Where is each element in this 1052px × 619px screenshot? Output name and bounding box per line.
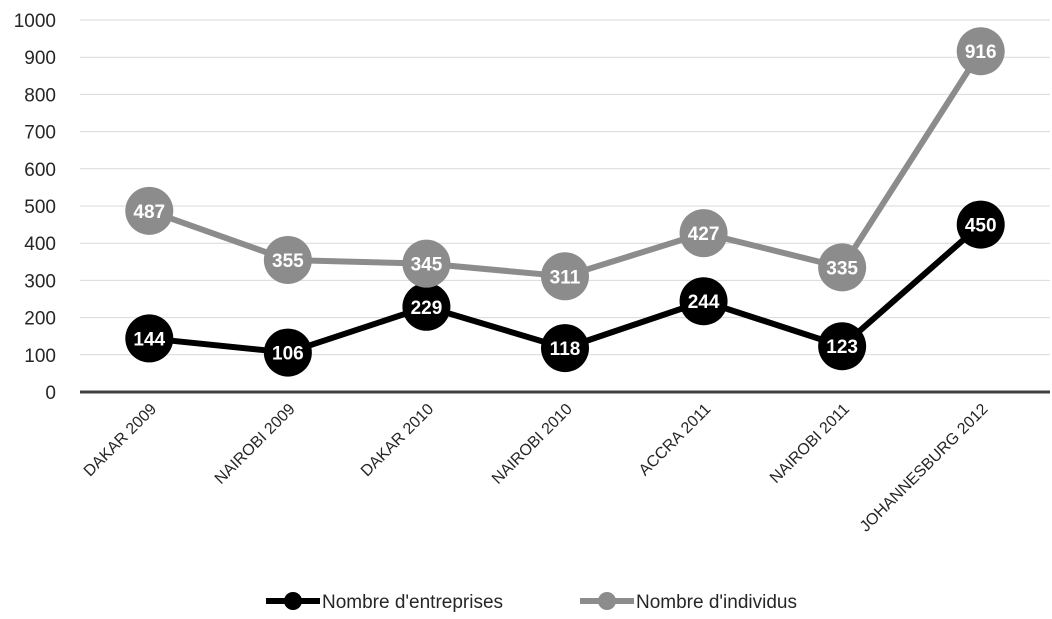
y-tick-label: 200: [24, 309, 56, 330]
data-point: [818, 243, 867, 292]
y-tick-label: 800: [24, 85, 56, 106]
data-label: 450: [965, 216, 997, 237]
y-tick-label: 500: [24, 197, 56, 218]
y-axis-tick-labels: 0 100 200 300 400 500 600 700 800 900 1000: [14, 11, 56, 404]
data-label: 335: [826, 258, 858, 279]
data-point: [818, 322, 867, 371]
data-point: [956, 200, 1005, 249]
x-tick-label: JOHANNESBURG 2012: [857, 401, 992, 536]
data-label: 311: [550, 267, 581, 288]
y-tick-label: 900: [24, 48, 56, 69]
data-point: [125, 314, 174, 363]
data-point: [541, 324, 589, 373]
data-point: [956, 27, 1005, 76]
data-point: [541, 252, 589, 301]
series-group: 144 106 229 118 244 123 450 487 355 345 311 427 335 9…: [125, 27, 1005, 377]
data-point: [402, 239, 451, 288]
data-label: 345: [411, 255, 443, 276]
x-tick-label: NAIROBI 2011: [767, 401, 853, 487]
x-axis-tick-labels: DAKAR 2009 NAIROBI 2009 DAKAR 2010 NAIROBI …: [81, 401, 992, 536]
x-tick-label: ACCRA 2011: [636, 401, 715, 480]
legend-label: Nombre d'individus: [636, 592, 797, 613]
legend-marker-swatch: [284, 592, 302, 610]
y-tick-label: 100: [24, 346, 56, 367]
data-point: [263, 235, 312, 284]
series-entreprises: 144 106 229 118 244 123 450: [125, 200, 1005, 377]
data-point: [679, 209, 728, 258]
data-label: 427: [688, 224, 720, 245]
data-label: 123: [826, 337, 858, 358]
data-label: 229: [411, 298, 443, 319]
data-label: 355: [272, 251, 304, 272]
data-point: [402, 282, 451, 331]
data-label: 487: [133, 202, 165, 223]
data-label: 916: [965, 42, 997, 63]
y-tick-label: 700: [24, 123, 56, 144]
y-tick-label: 300: [24, 271, 56, 292]
x-tick-label: DAKAR 2009: [81, 401, 160, 480]
data-point: [679, 277, 728, 326]
x-tick-label: NAIROBI 2010: [489, 401, 576, 488]
legend-label: Nombre d'entreprises: [322, 592, 503, 613]
legend: Nombre d'entreprises Nombre d'individus: [266, 592, 797, 613]
data-label: 118: [550, 339, 581, 360]
y-tick-label: 1000: [14, 11, 56, 32]
gridlines: [80, 19, 1050, 356]
y-tick-label: 0: [45, 383, 56, 404]
data-point: [263, 328, 312, 377]
x-tick-label: NAIROBI 2009: [212, 401, 299, 488]
legend-item: Nombre d'individus: [580, 592, 797, 613]
data-label: 244: [688, 292, 720, 313]
legend-marker-swatch: [598, 592, 616, 610]
legend-item: Nombre d'entreprises: [266, 592, 503, 613]
y-tick-label: 400: [24, 234, 56, 255]
data-point: [125, 186, 174, 235]
data-label: 106: [272, 344, 304, 365]
data-label: 144: [133, 329, 165, 350]
series-individus: 487 355 345 311 427 335 916: [125, 27, 1005, 301]
x-tick-label: DAKAR 2010: [358, 401, 437, 480]
y-tick-label: 600: [24, 160, 56, 181]
